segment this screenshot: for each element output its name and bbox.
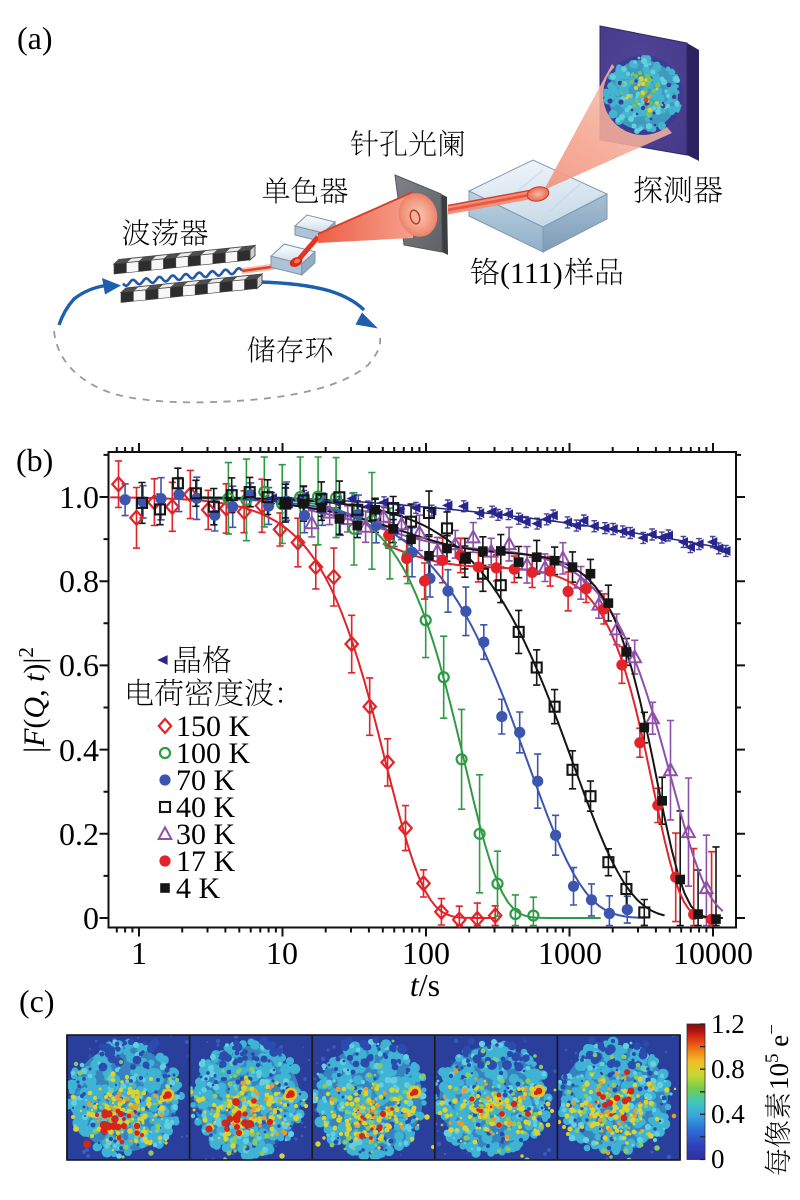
svg-text:(111): (111)	[500, 257, 563, 290]
svg-text:t/s: t/s	[410, 967, 440, 1003]
svg-text:0: 0	[83, 900, 99, 936]
svg-text:0: 0	[711, 1144, 725, 1174]
svg-text:0.4: 0.4	[59, 732, 99, 768]
svg-text:0.2: 0.2	[59, 816, 99, 852]
svg-text:0.8: 0.8	[59, 563, 99, 599]
svg-text:1.2: 1.2	[711, 1009, 745, 1039]
svg-text:150 K: 150 K	[176, 710, 251, 743]
svg-text:70 K: 70 K	[176, 764, 236, 797]
svg-text:17 K: 17 K	[176, 845, 236, 878]
svg-text:1000: 1000	[538, 935, 602, 971]
svg-text:0.4: 0.4	[711, 1099, 745, 1129]
svg-text:1: 1	[131, 935, 147, 971]
svg-text:100: 100	[402, 935, 450, 971]
svg-text:30 K: 30 K	[176, 818, 236, 851]
svg-text:10: 10	[266, 935, 298, 971]
svg-text:1.0: 1.0	[59, 479, 99, 515]
svg-text:(c): (c)	[19, 983, 55, 1019]
svg-text:4 K: 4 K	[176, 872, 221, 905]
svg-text:(a): (a)	[17, 20, 53, 56]
svg-text:10000: 10000	[673, 935, 753, 971]
svg-text:0.6: 0.6	[59, 647, 99, 683]
svg-text:100 K: 100 K	[176, 737, 251, 770]
svg-text:0.8: 0.8	[711, 1054, 745, 1084]
svg-text:(b): (b)	[16, 442, 53, 478]
svg-text:40 K: 40 K	[176, 791, 236, 824]
svg-text:|F(Q, t)|2: |F(Q, t)|2	[14, 647, 51, 753]
